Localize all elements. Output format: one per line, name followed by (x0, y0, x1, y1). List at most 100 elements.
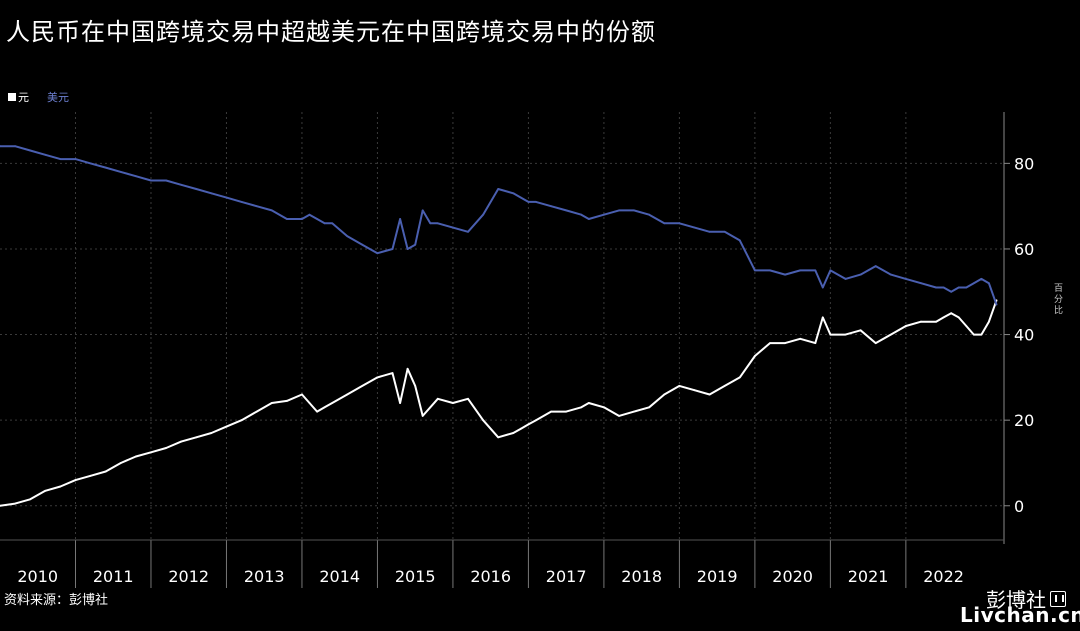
data-point (286, 218, 288, 220)
x-tick-label: 2018 (621, 567, 662, 586)
data-point (799, 269, 802, 272)
data-point (436, 222, 439, 225)
data-point (376, 376, 379, 379)
data-point (180, 440, 183, 443)
data-point (14, 145, 16, 148)
data-point (874, 342, 877, 344)
data-point (135, 455, 137, 458)
data-point (331, 402, 334, 404)
data-point (361, 243, 364, 246)
data-point (165, 447, 168, 449)
data-point (414, 385, 417, 387)
data-point (391, 248, 394, 250)
data-point (603, 213, 605, 216)
data-point (565, 209, 568, 212)
data-point (429, 406, 432, 409)
data-point (331, 222, 334, 225)
data-point (821, 286, 824, 289)
axis-layer: 0 20 40 60 80 2010 2011 2012 2013 2014 2015 2016 201… (0, 112, 1034, 588)
data-point (618, 415, 620, 417)
data-point (738, 376, 741, 379)
x-tick-label: 2022 (923, 567, 964, 586)
data-point (29, 149, 32, 152)
data-point (618, 209, 620, 212)
data-point (14, 502, 16, 505)
data-point (814, 269, 817, 272)
data-point (286, 400, 288, 402)
data-point (270, 209, 273, 212)
data-point (119, 171, 122, 173)
data-point (633, 209, 635, 212)
data-point (74, 158, 77, 161)
x-tick-label: 2014 (319, 567, 360, 586)
data-point (708, 393, 711, 396)
data-point (406, 248, 409, 250)
data-point (89, 474, 92, 477)
data-point (829, 333, 832, 336)
x-tick-label: 2011 (93, 567, 134, 586)
data-point (467, 230, 469, 233)
legend-swatch-cny (8, 93, 16, 101)
data-point (421, 209, 424, 212)
chart-title: 人民币在中国跨境交易中超越美元在中国跨境交易中的份额 (6, 18, 656, 46)
data-point (633, 410, 635, 413)
brand-logo: 彭博社 (986, 584, 1066, 613)
data-point (965, 286, 968, 289)
data-point (210, 192, 213, 195)
data-point (988, 320, 990, 323)
data-point (0, 504, 1, 507)
data-point (580, 213, 583, 216)
data-point (512, 432, 515, 434)
y-tick-label: 0 (1014, 497, 1024, 516)
data-point (150, 451, 152, 454)
data-point (980, 278, 983, 280)
data-point (535, 201, 537, 203)
data-point (301, 393, 303, 396)
data-point (942, 316, 945, 319)
data-point (240, 201, 243, 203)
data-point (44, 489, 47, 492)
data-point (587, 402, 590, 404)
data-point (905, 278, 907, 280)
data-point (323, 222, 326, 225)
data-point (935, 320, 937, 323)
data-point (406, 367, 409, 370)
watermark: Livchan.cn (960, 603, 1080, 627)
data-point (889, 333, 892, 336)
data-point (527, 201, 530, 203)
y-tick-label: 80 (1014, 154, 1034, 173)
data-point (935, 286, 937, 289)
data-point (255, 205, 258, 208)
data-point (942, 286, 945, 289)
data-point (44, 153, 47, 156)
bar-chart-icon (1050, 590, 1066, 607)
data-point (821, 316, 824, 319)
data-point (421, 415, 424, 417)
data-point (874, 265, 877, 267)
data-point (723, 385, 726, 387)
data-point (972, 282, 975, 285)
data-point (316, 218, 318, 220)
data-point (225, 196, 228, 199)
x-tick-label: 2016 (470, 567, 511, 586)
data-point (376, 252, 379, 255)
legend-item-cny: 元 (8, 89, 29, 105)
x-tick-label: 2010 (17, 567, 58, 586)
data-point (844, 278, 847, 280)
data-point (361, 385, 364, 387)
data-point (905, 325, 907, 327)
x-tick-label: 2012 (168, 567, 209, 586)
data-point (436, 397, 439, 400)
data-point (270, 402, 273, 404)
data-point (414, 243, 417, 246)
data-point (550, 410, 552, 413)
data-point (784, 342, 786, 344)
y-tick-label: 40 (1014, 326, 1034, 345)
data-point (512, 192, 515, 195)
data-point (965, 325, 968, 327)
data-point (663, 393, 666, 396)
data-point (104, 470, 107, 473)
data-point (769, 342, 771, 344)
data-point (240, 419, 243, 422)
